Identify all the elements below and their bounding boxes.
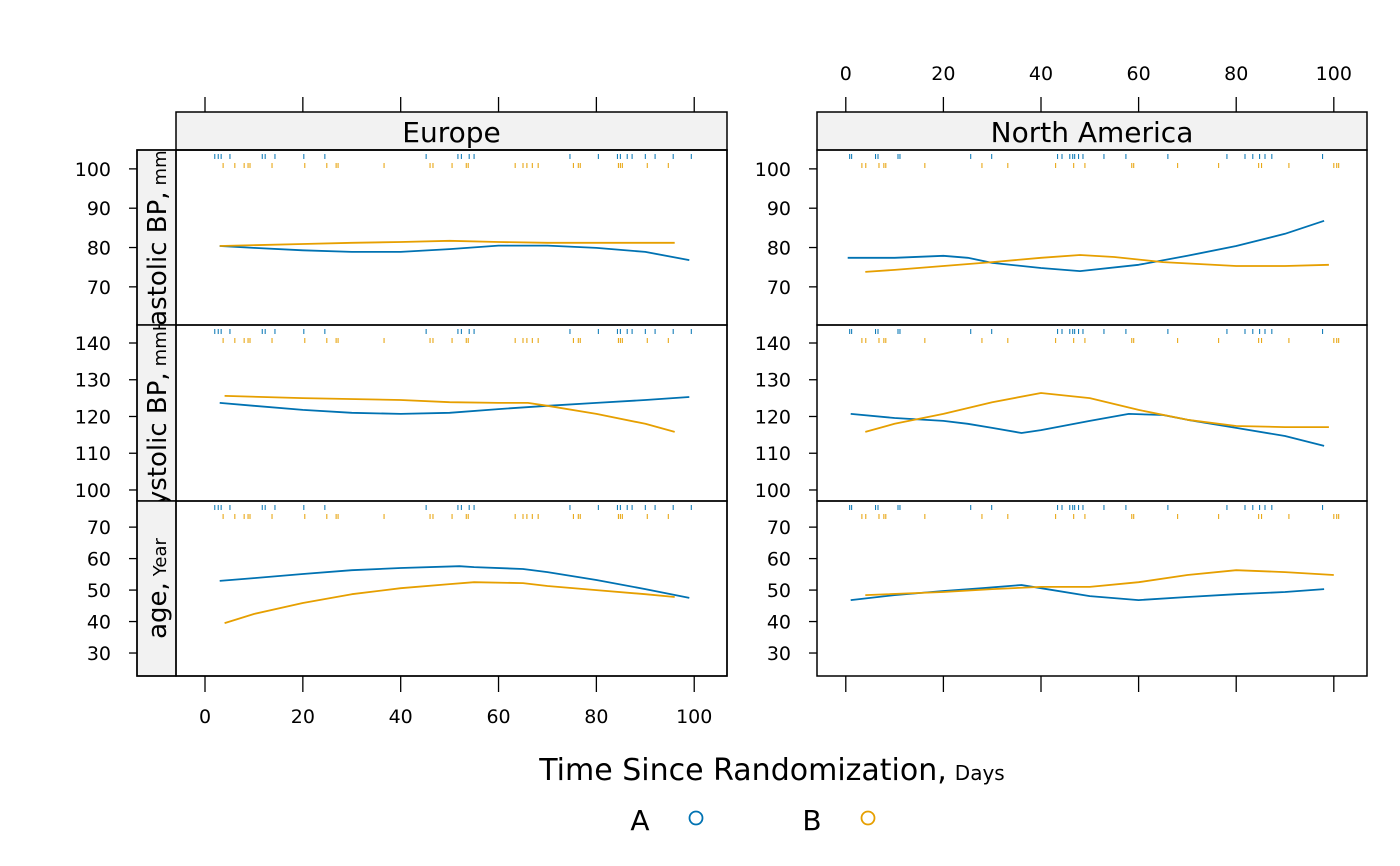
y-tick-label: 110 [75, 443, 111, 465]
legend-label: B [802, 804, 821, 837]
x-axis-label-unit: Days [955, 761, 1005, 785]
smooth-line [850, 413, 1325, 447]
smooth-line [219, 239, 675, 247]
row-label-text: age, [143, 582, 173, 639]
legend-marker [860, 810, 876, 826]
y-tick-label: 120 [75, 406, 111, 428]
row-label-group: age, Year [143, 537, 173, 638]
row-label-unit: Year [150, 537, 171, 577]
x-tick-label: 40 [389, 706, 413, 728]
x-tick-label: 40 [1029, 63, 1053, 85]
x-tick-label: 100 [1316, 63, 1352, 85]
y-tick-label: 120 [755, 406, 791, 428]
y-tick-label: 70 [767, 277, 791, 299]
left-frame [136, 149, 728, 677]
y-tick-label: 140 [755, 333, 791, 355]
x-tick-label: 60 [486, 706, 510, 728]
y-tick-label: 130 [755, 370, 791, 392]
strip-label: North America [991, 116, 1194, 149]
y-tick-label: 50 [767, 580, 791, 602]
row-strip [136, 500, 177, 677]
x-tick-label: 100 [676, 706, 712, 728]
x-tick-label: 0 [199, 706, 211, 728]
y-tick-label: 70 [767, 517, 791, 539]
y-tick-label: 100 [755, 159, 791, 181]
y-tick-label: 100 [75, 480, 111, 502]
x-tick-label: 0 [840, 63, 852, 85]
panel-border [175, 149, 728, 326]
y-tick-label: 140 [75, 333, 111, 355]
row-label-unit: mmHg [150, 125, 171, 185]
y-tick-label: 50 [87, 580, 111, 602]
y-tick-label: 80 [87, 238, 111, 260]
row-label-group: diastolic BP, mmHg [143, 125, 173, 349]
y-tick-label: 70 [87, 277, 111, 299]
row-label-group: systolic BP, mmHg [143, 306, 173, 519]
y-tick-label: 30 [87, 643, 111, 665]
smooth-line [224, 581, 675, 624]
x-tick-label: 20 [931, 63, 955, 85]
y-tick-label: 100 [755, 480, 791, 502]
y-tick-label: 30 [767, 643, 791, 665]
panel-border [816, 324, 1368, 502]
x-tick-label: 80 [1224, 63, 1248, 85]
y-tick-label: 80 [767, 238, 791, 260]
row-label-text: systolic BP, [143, 372, 173, 519]
row-label: diastolic BP, mmHg [143, 125, 173, 349]
x-tick-label: 80 [584, 706, 608, 728]
y-tick-label: 70 [87, 517, 111, 539]
y-tick-label: 60 [767, 549, 791, 571]
panel-border [816, 149, 1368, 326]
row-label-unit: mmHg [150, 306, 171, 366]
x-axis-label: Time Since Randomization, Days [538, 753, 1004, 788]
y-tick-label: 40 [87, 612, 111, 634]
strip-label: Europe [402, 116, 500, 149]
legend-label: A [630, 804, 649, 837]
row-label: systolic BP, mmHg [143, 306, 173, 519]
smooth-line [219, 565, 690, 599]
y-tick-label: 100 [75, 159, 111, 181]
smooth-line [865, 569, 1334, 596]
strip [816, 111, 1368, 151]
legend-marker [688, 810, 704, 826]
y-tick-label: 40 [767, 612, 791, 634]
y-tick-label: 60 [87, 549, 111, 571]
smooth-line [219, 244, 690, 261]
x-axis-label-text: Time Since Randomization, [538, 753, 947, 788]
x-tick-label: 60 [1127, 63, 1151, 85]
smooth-line [865, 392, 1329, 433]
smooth-line [847, 219, 1325, 272]
smooth-line [865, 254, 1329, 273]
y-tick-label: 130 [75, 370, 111, 392]
smooth-line [224, 395, 675, 433]
y-tick-label: 90 [87, 198, 111, 220]
panel-border [816, 500, 1368, 677]
smooth-line [219, 396, 690, 415]
strip [175, 111, 728, 151]
x-tick-label: 20 [291, 706, 315, 728]
y-tick-label: 90 [767, 198, 791, 220]
row-label: age, Year [143, 537, 173, 638]
row-label-text: diastolic BP, [143, 191, 173, 349]
y-tick-label: 110 [755, 443, 791, 465]
